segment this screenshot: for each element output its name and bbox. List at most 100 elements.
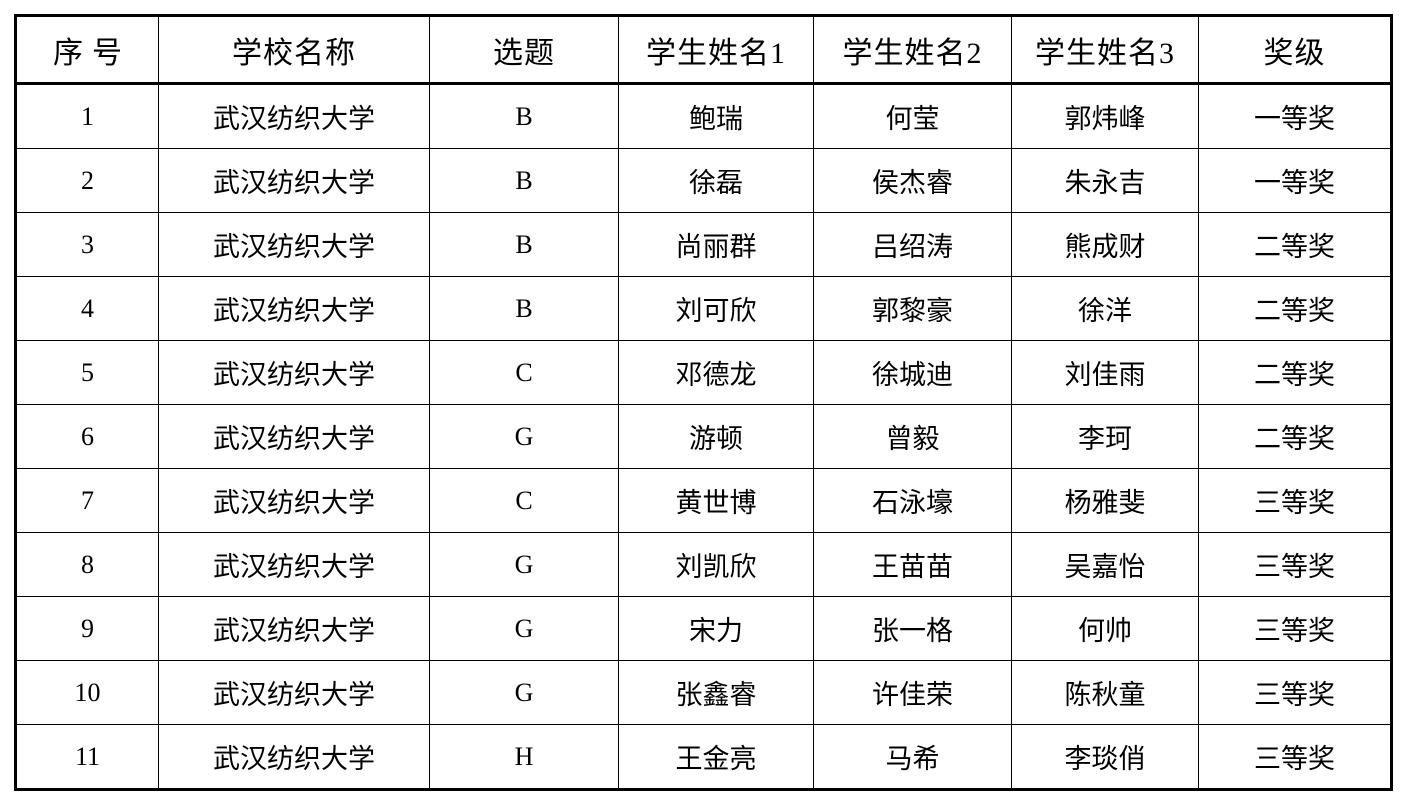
table-row: 2 武汉纺织大学 B 徐磊 侯杰睿 朱永吉 一等奖 bbox=[14, 148, 1393, 213]
cell-school: 武汉纺织大学 bbox=[158, 276, 430, 341]
cell-name3: 李珂 bbox=[1011, 404, 1199, 469]
table-row: 4 武汉纺织大学 B 刘可欣 郭黎豪 徐洋 二等奖 bbox=[14, 276, 1393, 341]
column-header-student-1: 学生姓名1 bbox=[618, 14, 814, 85]
cell-name3: 陈秋童 bbox=[1011, 660, 1199, 725]
cell-seq: 7 bbox=[14, 468, 159, 533]
cell-topic: B bbox=[429, 83, 619, 149]
cell-school: 武汉纺织大学 bbox=[158, 724, 430, 791]
cell-topic: C bbox=[429, 468, 619, 533]
cell-award: 三等奖 bbox=[1198, 468, 1393, 533]
cell-school: 武汉纺织大学 bbox=[158, 660, 430, 725]
cell-award: 三等奖 bbox=[1198, 596, 1393, 661]
cell-topic: G bbox=[429, 660, 619, 725]
column-header-sequence: 序号 bbox=[14, 14, 159, 85]
cell-topic: B bbox=[429, 276, 619, 341]
cell-school: 武汉纺织大学 bbox=[158, 83, 430, 149]
column-header-student-3: 学生姓名3 bbox=[1011, 14, 1199, 85]
cell-seq: 11 bbox=[14, 724, 159, 791]
cell-name3: 郭炜峰 bbox=[1011, 83, 1199, 149]
cell-school: 武汉纺织大学 bbox=[158, 596, 430, 661]
cell-school: 武汉纺织大学 bbox=[158, 404, 430, 469]
cell-name2: 曾毅 bbox=[813, 404, 1012, 469]
cell-school: 武汉纺织大学 bbox=[158, 148, 430, 213]
cell-seq: 5 bbox=[14, 340, 159, 405]
cell-name2: 王苗苗 bbox=[813, 532, 1012, 597]
cell-name2: 何莹 bbox=[813, 83, 1012, 149]
column-header-school: 学校名称 bbox=[158, 14, 430, 85]
table-row: 8 武汉纺织大学 G 刘凯欣 王苗苗 吴嘉怡 三等奖 bbox=[14, 532, 1393, 597]
cell-topic: G bbox=[429, 404, 619, 469]
cell-topic: B bbox=[429, 212, 619, 277]
cell-seq: 6 bbox=[14, 404, 159, 469]
cell-school: 武汉纺织大学 bbox=[158, 212, 430, 277]
cell-name1: 徐磊 bbox=[618, 148, 814, 213]
table-row: 9 武汉纺织大学 G 宋力 张一格 何帅 三等奖 bbox=[14, 596, 1393, 661]
cell-award: 三等奖 bbox=[1198, 532, 1393, 597]
cell-award: 二等奖 bbox=[1198, 404, 1393, 469]
cell-seq: 4 bbox=[14, 276, 159, 341]
cell-name1: 邓德龙 bbox=[618, 340, 814, 405]
cell-topic: G bbox=[429, 596, 619, 661]
cell-name1: 游顿 bbox=[618, 404, 814, 469]
cell-topic: H bbox=[429, 724, 619, 791]
column-header-student-2: 学生姓名2 bbox=[813, 14, 1012, 85]
table-row: 6 武汉纺织大学 G 游顿 曾毅 李珂 二等奖 bbox=[14, 404, 1393, 469]
cell-school: 武汉纺织大学 bbox=[158, 468, 430, 533]
cell-name2: 徐城迪 bbox=[813, 340, 1012, 405]
cell-name3: 何帅 bbox=[1011, 596, 1199, 661]
cell-name3: 吴嘉怡 bbox=[1011, 532, 1199, 597]
table-row: 10 武汉纺织大学 G 张鑫睿 许佳荣 陈秋童 三等奖 bbox=[14, 660, 1393, 725]
cell-name1: 鲍瑞 bbox=[618, 83, 814, 149]
cell-seq: 3 bbox=[14, 212, 159, 277]
cell-award: 二等奖 bbox=[1198, 212, 1393, 277]
table-header-row: 序号 学校名称 选题 学生姓名1 学生姓名2 学生姓名3 奖级 bbox=[14, 14, 1393, 85]
cell-name1: 黄世博 bbox=[618, 468, 814, 533]
cell-award: 二等奖 bbox=[1198, 276, 1393, 341]
cell-seq: 10 bbox=[14, 660, 159, 725]
cell-name3: 杨雅斐 bbox=[1011, 468, 1199, 533]
cell-seq: 9 bbox=[14, 596, 159, 661]
cell-award: 一等奖 bbox=[1198, 83, 1393, 149]
cell-school: 武汉纺织大学 bbox=[158, 340, 430, 405]
table-body: 1 武汉纺织大学 B 鲍瑞 何莹 郭炜峰 一等奖 2 武汉纺织大学 B 徐磊 侯杰睿 朱永吉 一等奖 3 武汉… bbox=[14, 83, 1393, 791]
cell-name1: 尚丽群 bbox=[618, 212, 814, 277]
cell-seq: 8 bbox=[14, 532, 159, 597]
cell-award: 二等奖 bbox=[1198, 340, 1393, 405]
cell-name2: 郭黎豪 bbox=[813, 276, 1012, 341]
cell-seq: 2 bbox=[14, 148, 159, 213]
table-row: 3 武汉纺织大学 B 尚丽群 吕绍涛 熊成财 二等奖 bbox=[14, 212, 1393, 277]
cell-name2: 吕绍涛 bbox=[813, 212, 1012, 277]
cell-name2: 张一格 bbox=[813, 596, 1012, 661]
cell-name2: 马希 bbox=[813, 724, 1012, 791]
column-header-topic: 选题 bbox=[429, 14, 619, 85]
cell-name2: 石泳壕 bbox=[813, 468, 1012, 533]
award-results-table: 序号 学校名称 选题 学生姓名1 学生姓名2 学生姓名3 奖级 1 武汉纺织大学 B… bbox=[14, 14, 1393, 791]
cell-award: 一等奖 bbox=[1198, 148, 1393, 213]
cell-name3: 李琰俏 bbox=[1011, 724, 1199, 791]
cell-topic: B bbox=[429, 148, 619, 213]
cell-topic: C bbox=[429, 340, 619, 405]
table-row: 5 武汉纺织大学 C 邓德龙 徐城迪 刘佳雨 二等奖 bbox=[14, 340, 1393, 405]
cell-school: 武汉纺织大学 bbox=[158, 532, 430, 597]
table-row: 7 武汉纺织大学 C 黄世博 石泳壕 杨雅斐 三等奖 bbox=[14, 468, 1393, 533]
cell-topic: G bbox=[429, 532, 619, 597]
cell-name3: 熊成财 bbox=[1011, 212, 1199, 277]
cell-award: 三等奖 bbox=[1198, 724, 1393, 791]
cell-name2: 侯杰睿 bbox=[813, 148, 1012, 213]
cell-name3: 朱永吉 bbox=[1011, 148, 1199, 213]
cell-seq: 1 bbox=[14, 83, 159, 149]
cell-name2: 许佳荣 bbox=[813, 660, 1012, 725]
award-table-container: 序号 学校名称 选题 学生姓名1 学生姓名2 学生姓名3 奖级 1 武汉纺织大学 B… bbox=[14, 14, 1393, 791]
cell-name1: 刘可欣 bbox=[618, 276, 814, 341]
cell-name1: 王金亮 bbox=[618, 724, 814, 791]
column-header-award-level: 奖级 bbox=[1198, 14, 1393, 85]
table-row: 1 武汉纺织大学 B 鲍瑞 何莹 郭炜峰 一等奖 bbox=[14, 83, 1393, 149]
cell-name3: 刘佳雨 bbox=[1011, 340, 1199, 405]
cell-name1: 张鑫睿 bbox=[618, 660, 814, 725]
table-row: 11 武汉纺织大学 H 王金亮 马希 李琰俏 三等奖 bbox=[14, 724, 1393, 791]
cell-name3: 徐洋 bbox=[1011, 276, 1199, 341]
cell-award: 三等奖 bbox=[1198, 660, 1393, 725]
cell-name1: 刘凯欣 bbox=[618, 532, 814, 597]
cell-name1: 宋力 bbox=[618, 596, 814, 661]
table-header: 序号 学校名称 选题 学生姓名1 学生姓名2 学生姓名3 奖级 bbox=[14, 14, 1393, 85]
